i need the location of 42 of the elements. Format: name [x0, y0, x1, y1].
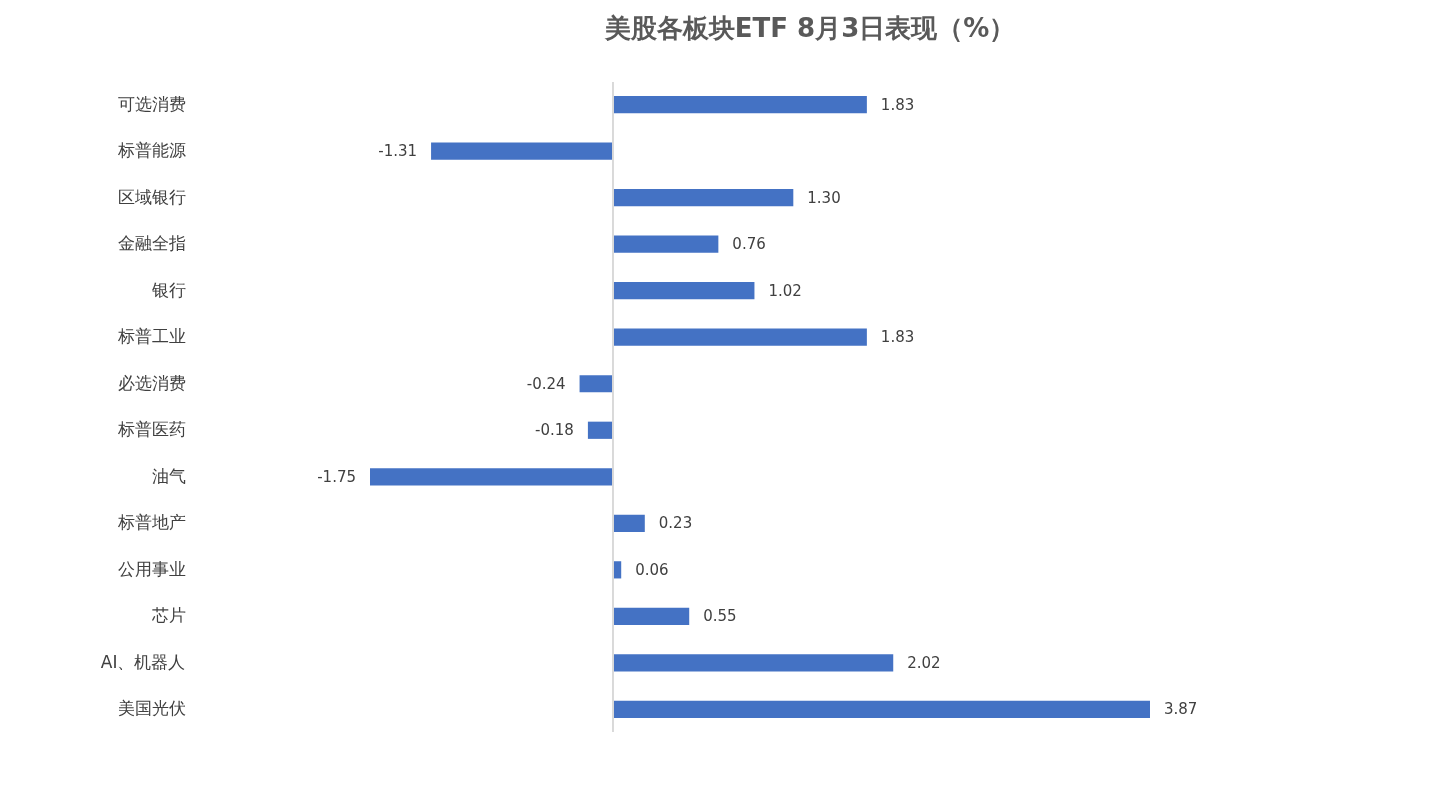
bar — [431, 142, 613, 160]
data-label: 1.02 — [768, 281, 802, 300]
data-label: 2.02 — [907, 653, 941, 672]
data-label: 1.30 — [807, 188, 841, 207]
bar — [612, 514, 645, 532]
bar — [587, 421, 613, 439]
y-tick-label: 美国光伏 — [117, 698, 186, 719]
data-label: 1.83 — [880, 328, 915, 347]
y-tick-label: 油气 — [151, 465, 186, 486]
y-tick-label: 银行 — [150, 279, 186, 300]
data-label: -0.18 — [535, 421, 574, 440]
bar — [612, 328, 867, 346]
y-tick-label: 区域银行 — [117, 186, 186, 207]
bar — [612, 282, 755, 300]
y-tick-label: AI、机器人 — [100, 651, 186, 672]
data-label: 0.76 — [732, 235, 766, 254]
data-label: 1.83 — [880, 95, 915, 114]
y-tick-label: 必选消费 — [117, 372, 186, 393]
y-tick-label: 金融全指 — [117, 233, 186, 254]
chart-title: 美股各板块ETF 8月3日表现（%） — [603, 12, 1016, 43]
bar — [612, 700, 1150, 719]
bar — [612, 235, 719, 253]
y-tick-label: 标普工业 — [116, 326, 186, 347]
y-tick-label: 芯片 — [150, 605, 186, 626]
y-tick-label: 公用事业 — [117, 558, 186, 579]
data-label: -1.75 — [317, 467, 356, 486]
data-label: 0.23 — [658, 514, 693, 533]
y-tick-label: 标普地产 — [116, 512, 186, 533]
data-label: 3.87 — [1164, 700, 1198, 719]
data-label: 0.55 — [703, 607, 737, 626]
bar — [612, 654, 894, 672]
bar — [612, 607, 690, 625]
bar — [370, 468, 613, 486]
y-tick-label: 标普医药 — [116, 419, 186, 440]
bar — [612, 95, 867, 114]
data-label: 0.06 — [635, 560, 669, 579]
y-tick-label: 可选消费 — [117, 93, 186, 114]
data-label: -1.31 — [378, 142, 418, 161]
data-label: -0.24 — [526, 374, 566, 393]
y-tick-label: 标普能源 — [116, 140, 186, 161]
bar — [612, 189, 794, 207]
bar — [579, 375, 613, 393]
